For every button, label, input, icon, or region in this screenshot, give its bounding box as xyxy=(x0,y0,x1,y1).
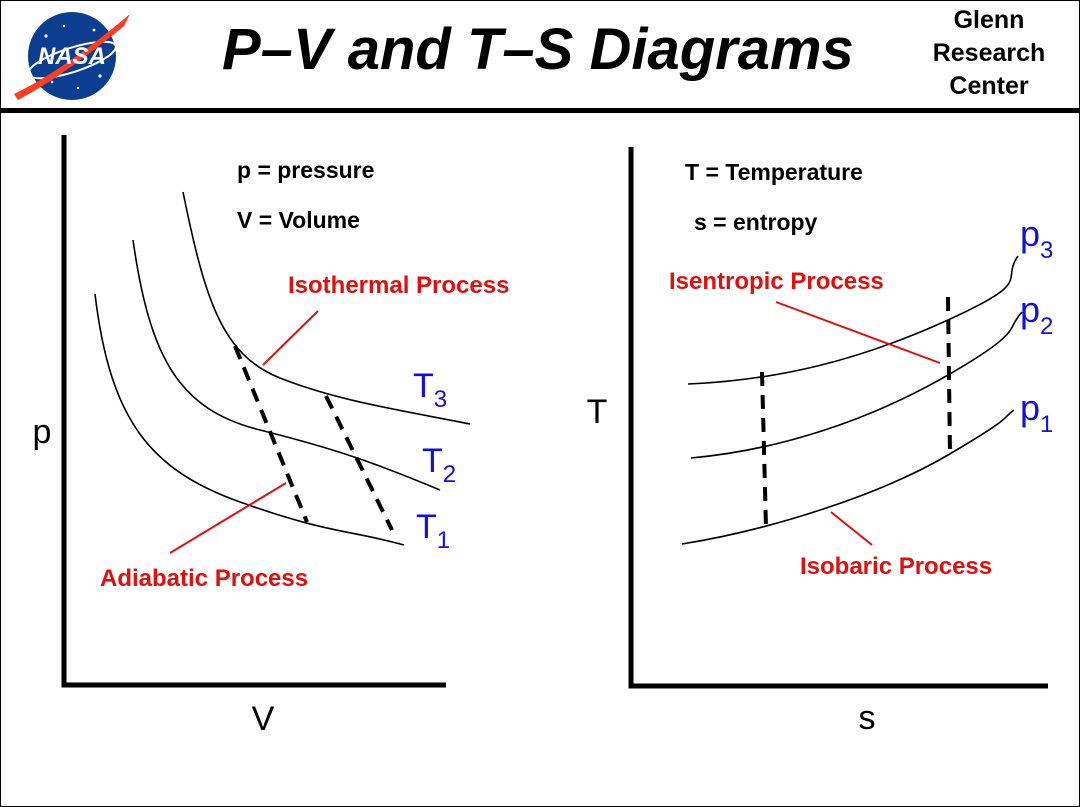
isentropic-pointer xyxy=(775,301,941,364)
pv-y-axis-label: p xyxy=(33,413,52,451)
isentropic-line-1 xyxy=(760,371,768,529)
isotherm-curve-t1 xyxy=(94,293,405,546)
isobaric-pointer xyxy=(830,511,873,546)
curve-label-t1-subscript: 1 xyxy=(437,527,450,554)
page-title: P–V and T–S Diagrams xyxy=(222,17,854,82)
adiabatic-line-1 xyxy=(233,345,309,523)
curve-label-t2: T2 xyxy=(422,442,456,488)
curve-label-p3: p3 xyxy=(1020,213,1053,264)
isentropic-line-2 xyxy=(946,296,952,456)
curve-label-p3-subscript: 3 xyxy=(1040,237,1053,264)
adiabatic-line-2 xyxy=(324,395,394,531)
ts-axes xyxy=(628,147,1048,689)
adiabatic-process-label: Adiabatic Process xyxy=(100,565,308,592)
curve-label-p3-symbol: p xyxy=(1020,213,1040,254)
curve-label-t2-symbol: T xyxy=(422,442,443,480)
curve-label-p2-subscript: 2 xyxy=(1040,313,1053,340)
center-name-line2: Research xyxy=(932,39,1046,67)
isobar-curve-p1 xyxy=(681,409,1015,545)
logo-orbit xyxy=(27,40,117,80)
pv-legend-pressure: p = pressure xyxy=(237,157,374,183)
header-divider xyxy=(0,108,1080,113)
curve-label-p1-symbol: p xyxy=(1020,387,1040,428)
logo-vector xyxy=(14,14,130,100)
center-name: Glenn Research Center xyxy=(914,4,1064,103)
pv-diagram: p V p = pressure V = Volume Isothermal P… xyxy=(33,135,509,738)
ts-y-axis-label: T xyxy=(587,393,608,431)
isotherm-curve-t2 xyxy=(132,239,441,491)
curve-label-t3: T3 xyxy=(413,367,447,413)
logo-text: NASA xyxy=(38,43,106,70)
curve-label-p1-subscript: 1 xyxy=(1040,411,1053,438)
isentropic-process-label: Isentropic Process xyxy=(669,268,884,295)
isobaric-process-label: Isobaric Process xyxy=(800,553,992,580)
center-name-line3: Center xyxy=(949,72,1029,100)
ts-diagram: T s T = Temperature s = entropy Isentrop… xyxy=(587,147,1053,737)
isothermal-pointer xyxy=(262,310,319,366)
curve-label-t3-subscript: 3 xyxy=(434,386,447,413)
curve-label-t1-symbol: T xyxy=(416,508,437,546)
ts-legend-entropy: s = entropy xyxy=(694,209,818,235)
pv-axes xyxy=(61,135,446,688)
ts-legend-temperature: T = Temperature xyxy=(685,159,863,185)
nasa-logo: NASA xyxy=(14,12,130,100)
pv-legend-volume: V = Volume xyxy=(237,207,360,233)
isobar-curve-p2 xyxy=(690,311,1023,459)
curve-label-p2-symbol: p xyxy=(1020,289,1040,330)
ts-x-axis-label: s xyxy=(859,699,876,737)
pv-x-axis-label: V xyxy=(252,700,275,738)
curve-label-t1: T1 xyxy=(416,508,450,554)
curve-label-t3-symbol: T xyxy=(413,367,434,405)
curve-label-t2-subscript: 2 xyxy=(443,461,456,488)
adiabatic-pointer xyxy=(169,482,287,554)
curve-label-p1: p1 xyxy=(1020,387,1053,438)
isothermal-process-label: Isothermal Process xyxy=(288,272,509,299)
curve-label-p2: p2 xyxy=(1020,289,1053,340)
center-name-line1: Glenn xyxy=(953,6,1025,34)
isotherm-curve-t3 xyxy=(182,191,471,425)
